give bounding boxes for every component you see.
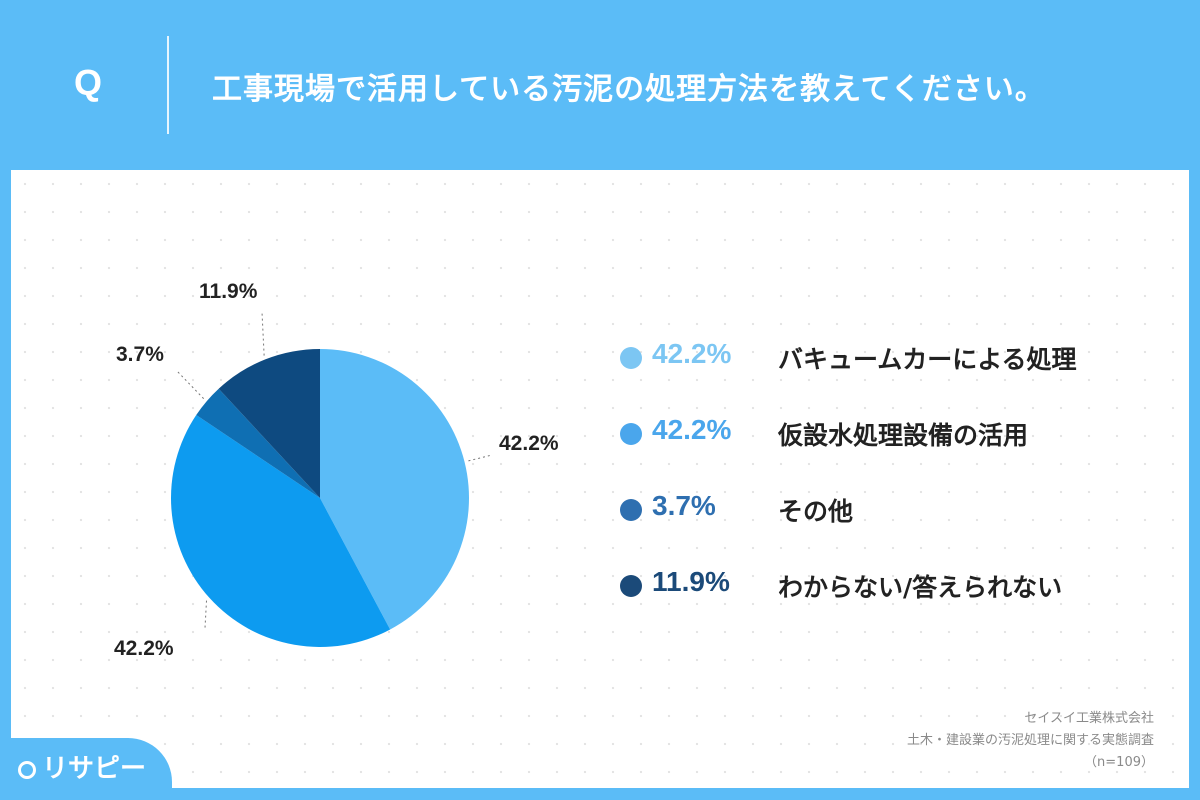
pie-slice-3 <box>196 388 320 498</box>
pie-slice-2 <box>171 415 391 647</box>
legend-swatch <box>620 499 642 521</box>
header: Q 工事現場で活用している汚泥の処理方法を教えてください。 <box>0 0 1200 170</box>
source-survey: 土木・建設業の汚泥処理に関する実態調査 <box>906 733 1154 748</box>
logo-text: リサピー <box>42 754 147 784</box>
legend-label: 仮設水処理設備の活用 <box>778 421 1029 450</box>
header-divider <box>167 36 169 134</box>
legend-value: 3.7% <box>652 490 716 521</box>
pie-slice-4 <box>218 349 320 498</box>
legend-label: わからない/答えられない <box>778 573 1063 602</box>
legend-swatch <box>620 423 642 445</box>
legend-swatch <box>620 575 642 597</box>
sample-size: （n=109） <box>1084 755 1154 770</box>
leader-line-4 <box>261 311 265 356</box>
legend-label: その他 <box>778 497 854 526</box>
leader-line-3 <box>175 369 205 399</box>
legend-value: 11.9% <box>652 566 730 597</box>
leader-line-2 <box>204 600 208 629</box>
legend-value: 42.2% <box>652 338 732 369</box>
logo: リサピー <box>18 748 146 785</box>
pin-icon <box>18 760 36 779</box>
data-label-slice-1: 42.2% <box>499 432 559 455</box>
data-label-slice-2: 42.2% <box>114 637 174 660</box>
legend-value: 42.2% <box>652 414 732 445</box>
source-note: セイスイ工業株式会社 土木・建設業の汚泥処理に関する実態調査 （n=109） <box>907 708 1154 774</box>
data-label-slice-3: 3.7% <box>116 343 164 366</box>
question-mark: Q <box>74 62 103 103</box>
legend-swatch <box>620 347 642 369</box>
legend-label: バキュームカーによる処理 <box>778 345 1077 374</box>
leader-line-1 <box>468 454 493 462</box>
pie-slice-1 <box>320 349 470 630</box>
data-label-slice-4: 11.9% <box>199 280 258 303</box>
source-company: セイスイ工業株式会社 <box>1024 711 1154 726</box>
question-title: 工事現場で活用している汚泥の処理方法を教えてください。 <box>212 72 1046 107</box>
